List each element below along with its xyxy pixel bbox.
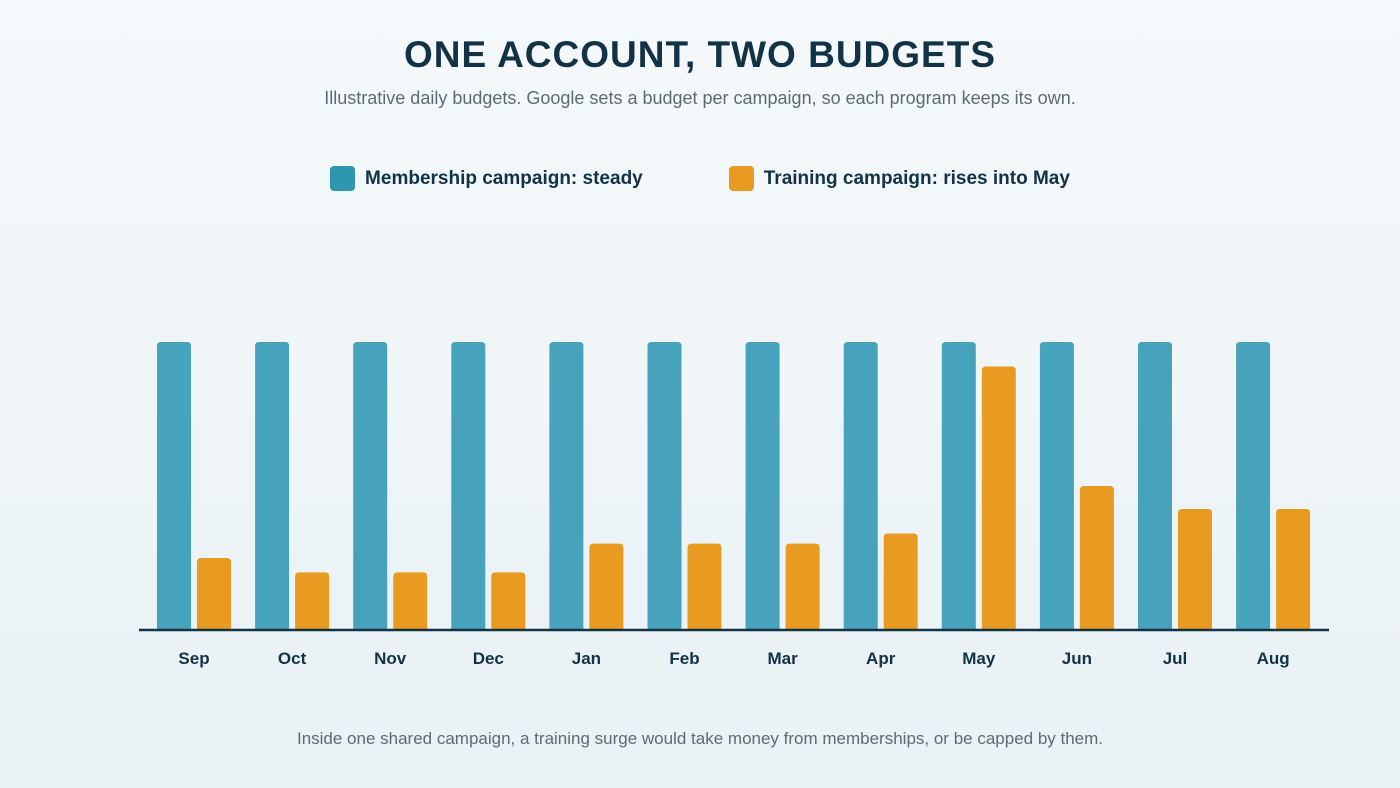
bar-training-mar bbox=[785, 543, 820, 630]
x-tick-label-jan: Jan bbox=[572, 649, 601, 668]
bar-membership-dec bbox=[451, 342, 486, 630]
bar-membership-aug bbox=[1236, 342, 1271, 630]
x-tick-label-nov: Nov bbox=[374, 649, 407, 668]
chart-title: ONE ACCOUNT, TWO BUDGETS bbox=[403, 34, 996, 75]
chart-footnote: Inside one shared campaign, a training s… bbox=[296, 729, 1104, 748]
bar-membership-feb bbox=[647, 342, 682, 630]
bar-training-jul bbox=[1178, 509, 1212, 630]
bar-training-apr bbox=[883, 533, 918, 630]
bar-membership-jun bbox=[1039, 342, 1074, 630]
bar-membership-may bbox=[941, 342, 976, 630]
legend-item-training: Training campaign: rises into May bbox=[728, 166, 1070, 191]
x-tick-label-sep: Sep bbox=[178, 649, 209, 668]
bar-membership-apr bbox=[843, 342, 878, 630]
bar-training-oct bbox=[295, 572, 330, 630]
bar-training-nov bbox=[393, 572, 428, 630]
x-tick-label-mar: Mar bbox=[767, 649, 798, 668]
bar-training-aug bbox=[1276, 509, 1311, 630]
x-tick-label-may: May bbox=[962, 649, 996, 668]
x-tick-label-apr: Apr bbox=[866, 649, 896, 668]
x-tick-label-jul: Jul bbox=[1163, 649, 1188, 668]
chart-subtitle: Illustrative daily budgets. Google sets … bbox=[324, 88, 1076, 108]
legend-swatch-training bbox=[728, 166, 754, 191]
bar-membership-oct bbox=[255, 342, 290, 630]
x-tick-label-jun: Jun bbox=[1062, 649, 1092, 668]
bar-training-jan bbox=[589, 543, 624, 630]
x-tick-label-dec: Dec bbox=[473, 649, 504, 668]
bar-membership-nov bbox=[353, 342, 388, 630]
bar-membership-sep bbox=[157, 342, 191, 630]
legend-swatch-membership bbox=[330, 166, 356, 191]
bar-training-feb bbox=[687, 543, 722, 630]
bar-training-may bbox=[981, 366, 1016, 630]
legend-item-membership: Membership campaign: steady bbox=[330, 166, 643, 191]
bar-membership-jan bbox=[549, 342, 584, 630]
legend: Membership campaign: steady Training cam… bbox=[0, 166, 1400, 191]
bar-training-jun bbox=[1079, 486, 1114, 630]
x-tick-label-aug: Aug bbox=[1257, 649, 1290, 668]
bar-membership-mar bbox=[745, 342, 780, 630]
bar-training-dec bbox=[491, 572, 526, 630]
x-tick-label-oct: Oct bbox=[278, 649, 307, 668]
bar-membership-jul bbox=[1138, 342, 1172, 630]
legend-label-training: Training campaign: rises into May bbox=[763, 167, 1070, 189]
bar-training-sep bbox=[197, 558, 231, 630]
legend-label-membership: Membership campaign: steady bbox=[365, 167, 643, 189]
x-tick-label-feb: Feb bbox=[669, 649, 699, 668]
